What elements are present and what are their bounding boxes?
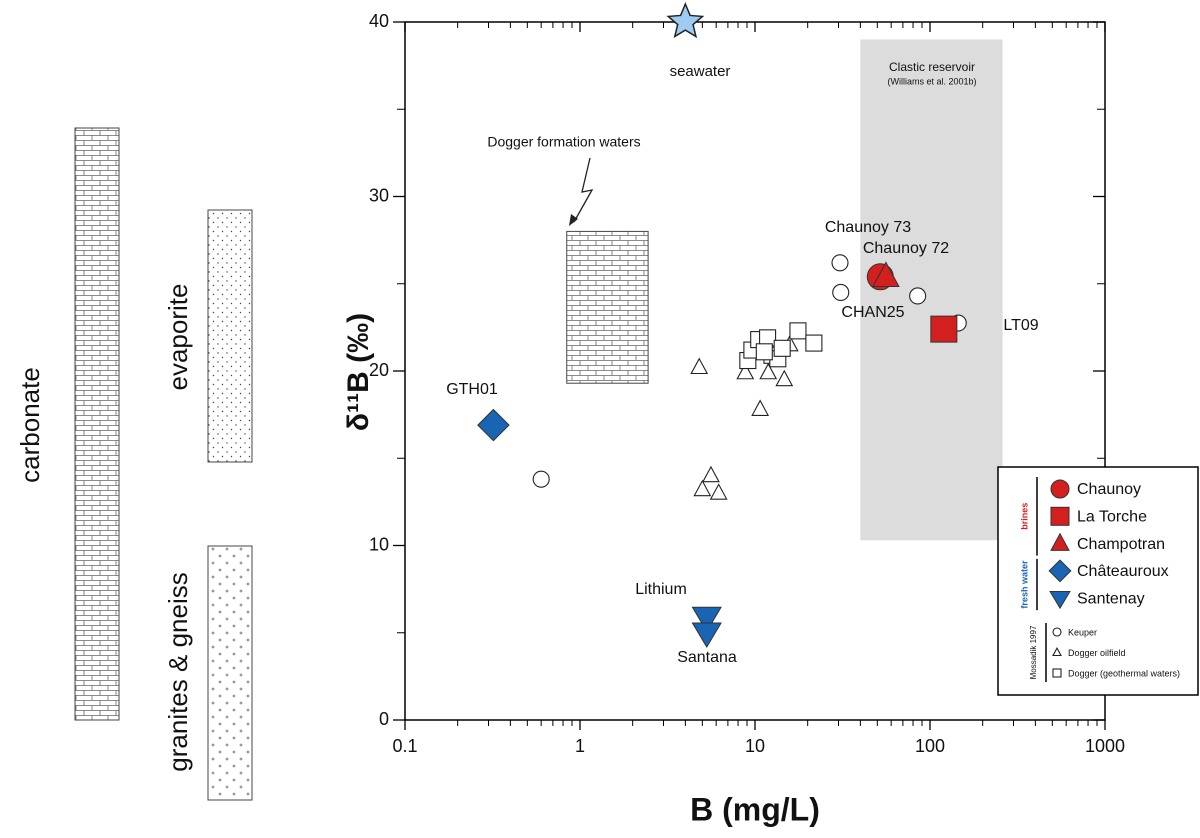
legend-label: Dogger (geothermal waters) [1068,668,1180,678]
legend-group-label: brines [1019,503,1029,530]
legend-label: Châteauroux [1077,563,1169,580]
data-point [702,465,720,483]
lithology-column [207,545,253,801]
legend-marker [1052,668,1062,678]
legend-group-label: Mossadik 1997 [1029,625,1038,679]
data-point [805,334,823,352]
y-tick-label: 40 [369,11,389,31]
data-point [755,343,773,361]
legend-marker [1049,590,1071,610]
annotation: LT09 [1003,317,1038,334]
data-point [691,622,722,649]
legend-marker [1050,506,1070,526]
lithology-column [74,127,120,721]
y-tick-label: 30 [369,185,389,205]
data-point [759,362,778,380]
y-tick-label: 20 [369,360,389,380]
x-tick-label: 100 [915,736,945,756]
marks [477,2,967,649]
annotation: Chaunoy 73 [825,219,911,236]
labels: carbonate evaporite granites & gneiss 0.1 1 1… [15,11,1125,772]
legend-label: Keuper [1068,627,1097,637]
legend: Chaunoy La Torche Champotran Châteauroux San… [997,466,1199,696]
region [566,230,649,384]
lithology-label: granites & gneiss [163,572,193,771]
data-point [477,408,510,442]
y-tick-label: 0 [379,709,389,729]
data-point [690,357,709,375]
data-point [751,399,770,416]
lithology-label: carbonate [15,367,45,483]
x-tick-label: 1 [575,736,585,756]
legend-group-label: fresh water [1019,560,1029,609]
legend-box [997,466,1199,696]
data-point [909,287,927,305]
annotation: seawater [670,63,731,80]
legend-marker [1050,479,1070,499]
y-axis-label: δ¹¹B (‰) [342,313,375,431]
data-point [789,322,807,340]
legend-label: Champotran [1077,536,1165,553]
legend-marker [1050,532,1070,551]
legend-label: Dogger oilfield [1068,648,1126,658]
data-point [709,483,728,500]
annotation: Santana [677,649,737,666]
annotation: Dogger formation waters [487,134,640,150]
x-tick-label: 0.1 [392,736,417,756]
legend-marker [1052,627,1062,637]
annotation: CHAN25 [841,304,904,321]
legend-marker [1048,559,1072,583]
data-point [773,339,791,357]
data-point [930,315,958,343]
annotation: GTH01 [446,381,498,398]
regions [74,39,1003,801]
data-point [532,470,550,488]
annotation: Lithium [635,581,687,598]
data-point [736,362,755,380]
lithology-column [207,209,253,463]
data-point [775,369,794,387]
legend-label: La Torche [1077,509,1147,526]
data-point [693,479,712,497]
data-point [831,254,849,272]
annotation: Clastic reservoir [889,60,975,74]
reference-point [666,2,705,39]
lithology-label: evaporite [163,284,193,391]
data-point [691,606,722,633]
legend-label: Santenay [1077,590,1145,607]
region [860,39,1003,541]
annotation: Chaunoy 72 [863,240,949,257]
data-point [872,261,900,288]
x-tick-label: 1000 [1085,736,1125,756]
legend-label: Chaunoy [1077,481,1141,498]
annotation: (Williams et al. 2001b) [887,76,976,86]
legend-marker [1052,646,1062,657]
x-tick-label: 10 [745,736,765,756]
data-point [832,283,850,302]
annotation-arrowhead [569,214,578,226]
y-tick-label: 10 [369,534,389,554]
annotation-arrow [573,157,594,223]
x-axis-label: B (mg/L) [690,791,820,827]
